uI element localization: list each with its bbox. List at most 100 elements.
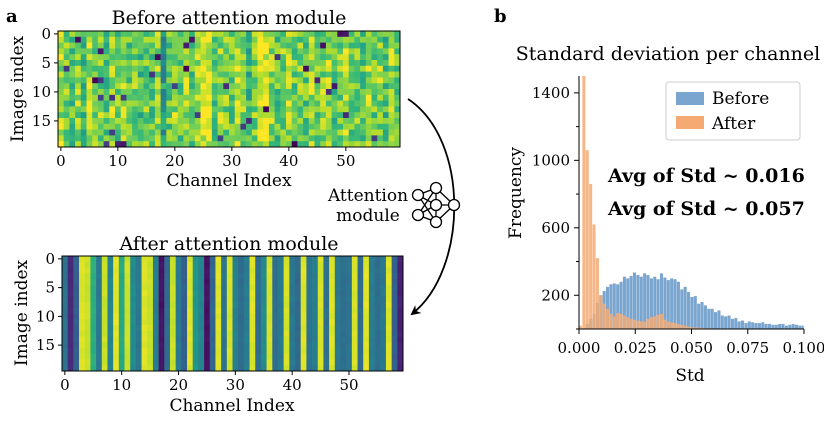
heatmap-cell: [161, 60, 167, 66]
heatmap-cell: [389, 89, 395, 95]
heatmap-cell: [240, 141, 246, 147]
heatmap-cell: [386, 342, 392, 348]
heatmap-cell: [261, 354, 267, 360]
heatmap-cell: [147, 262, 153, 268]
heatmap-cell: [284, 365, 290, 371]
heatmap-cell: [212, 112, 218, 118]
heatmap-cell: [301, 365, 307, 371]
heatmap-cell: [394, 48, 400, 54]
heatmap-cell: [261, 337, 267, 343]
heatmap-cell: [79, 319, 85, 325]
heatmap-cell: [267, 302, 273, 308]
heatmap-cell: [389, 60, 395, 66]
heatmap-cell: [98, 130, 104, 136]
heatmap-cell: [335, 354, 341, 360]
heatmap-cell: [252, 43, 258, 49]
heatmap-cell: [62, 279, 68, 285]
heatmap-cell: [178, 43, 184, 49]
heatmap-cell: [286, 77, 292, 83]
heatmap-cell: [79, 302, 85, 308]
heatmap-cell: [130, 354, 136, 360]
heatmap-cell: [326, 130, 332, 136]
heatmap-cell: [92, 112, 98, 118]
heatmap-cell: [119, 319, 125, 325]
heatmap-cell: [337, 118, 343, 124]
heatmap-cell: [107, 262, 113, 268]
heatmap-cell: [161, 43, 167, 49]
heatmap-cell: [212, 43, 218, 49]
heatmap-cell: [363, 354, 369, 360]
heatmap-cell: [363, 302, 369, 308]
heatmap-cell: [392, 360, 398, 366]
heatmap-cell: [92, 60, 98, 66]
heatmap-cell: [240, 135, 246, 141]
heatmap-cell: [392, 285, 398, 291]
heatmap-cell: [244, 331, 250, 337]
heatmap-cell: [292, 124, 298, 130]
heatmap-cell: [352, 256, 358, 262]
heatmap-cell: [75, 77, 81, 83]
heatmap-cell: [153, 354, 159, 360]
heatmap-cell: [62, 342, 68, 348]
heatmap-cell: [258, 118, 264, 124]
heatmap-cell: [261, 256, 267, 262]
heatmap-cell: [87, 89, 93, 95]
heatmap-cell: [366, 89, 372, 95]
heatmap-cell: [309, 48, 315, 54]
heatmap-cell: [142, 296, 148, 302]
heatmap-cell: [144, 37, 150, 43]
heatmap-cell: [98, 101, 104, 107]
heatmap-cell: [244, 337, 250, 343]
attention-label-line1: Attention: [327, 186, 408, 206]
heatmap-cell: [366, 135, 372, 141]
heatmap-cell: [164, 285, 170, 291]
heatmap-cell: [383, 60, 389, 66]
heatmap-cell: [263, 77, 269, 83]
heatmap-cell: [68, 273, 74, 279]
heatmap-cell: [159, 285, 165, 291]
heatmap-cell: [332, 89, 338, 95]
heatmap-cell: [142, 325, 148, 331]
heatmap-cell: [275, 72, 281, 78]
heatmap-cell: [289, 348, 295, 354]
heatmap-cell: [343, 141, 349, 147]
heatmap-cell: [221, 337, 227, 343]
heatmap-cell: [349, 31, 355, 37]
heatmap-cell: [223, 89, 229, 95]
heatmap-cell: [81, 106, 87, 112]
heatmap-cell: [107, 354, 113, 360]
heatmap-cell: [206, 54, 212, 60]
heatmap-cell: [126, 135, 132, 141]
heatmap-cell: [386, 308, 392, 314]
heatmap-cell: [358, 365, 364, 371]
heatmap-cell: [383, 101, 389, 107]
heatmap-cell: [369, 325, 375, 331]
heatmap-cell: [215, 360, 221, 366]
heatmap-cell: [204, 268, 210, 274]
heatmap-cell: [73, 273, 79, 279]
heatmap-cell: [269, 43, 275, 49]
heatmap-cell: [206, 118, 212, 124]
heatmap-cell: [255, 291, 261, 297]
heatmap-cell: [289, 268, 295, 274]
heatmap-cell: [297, 124, 303, 130]
heatmap-cell: [62, 273, 68, 279]
heatmap-cell: [297, 72, 303, 78]
heatmap-cell: [358, 348, 364, 354]
heatmap-cell: [212, 37, 218, 43]
heatmap-cell: [369, 337, 375, 343]
heatmap-cell: [318, 285, 324, 291]
heatmap-cell: [90, 256, 96, 262]
heatmap-cell: [329, 342, 335, 348]
heatmap-cell: [183, 54, 189, 60]
heatmap-cell: [272, 348, 278, 354]
histogram-bar-before: [677, 282, 680, 329]
heatmap-cell: [267, 360, 273, 366]
heatmap-cell: [92, 83, 98, 89]
heatmap-cell: [87, 43, 93, 49]
heatmap-cell: [147, 342, 153, 348]
heatmap-cell: [221, 302, 227, 308]
heatmap-cell: [204, 325, 210, 331]
heatmap-cell: [212, 118, 218, 124]
